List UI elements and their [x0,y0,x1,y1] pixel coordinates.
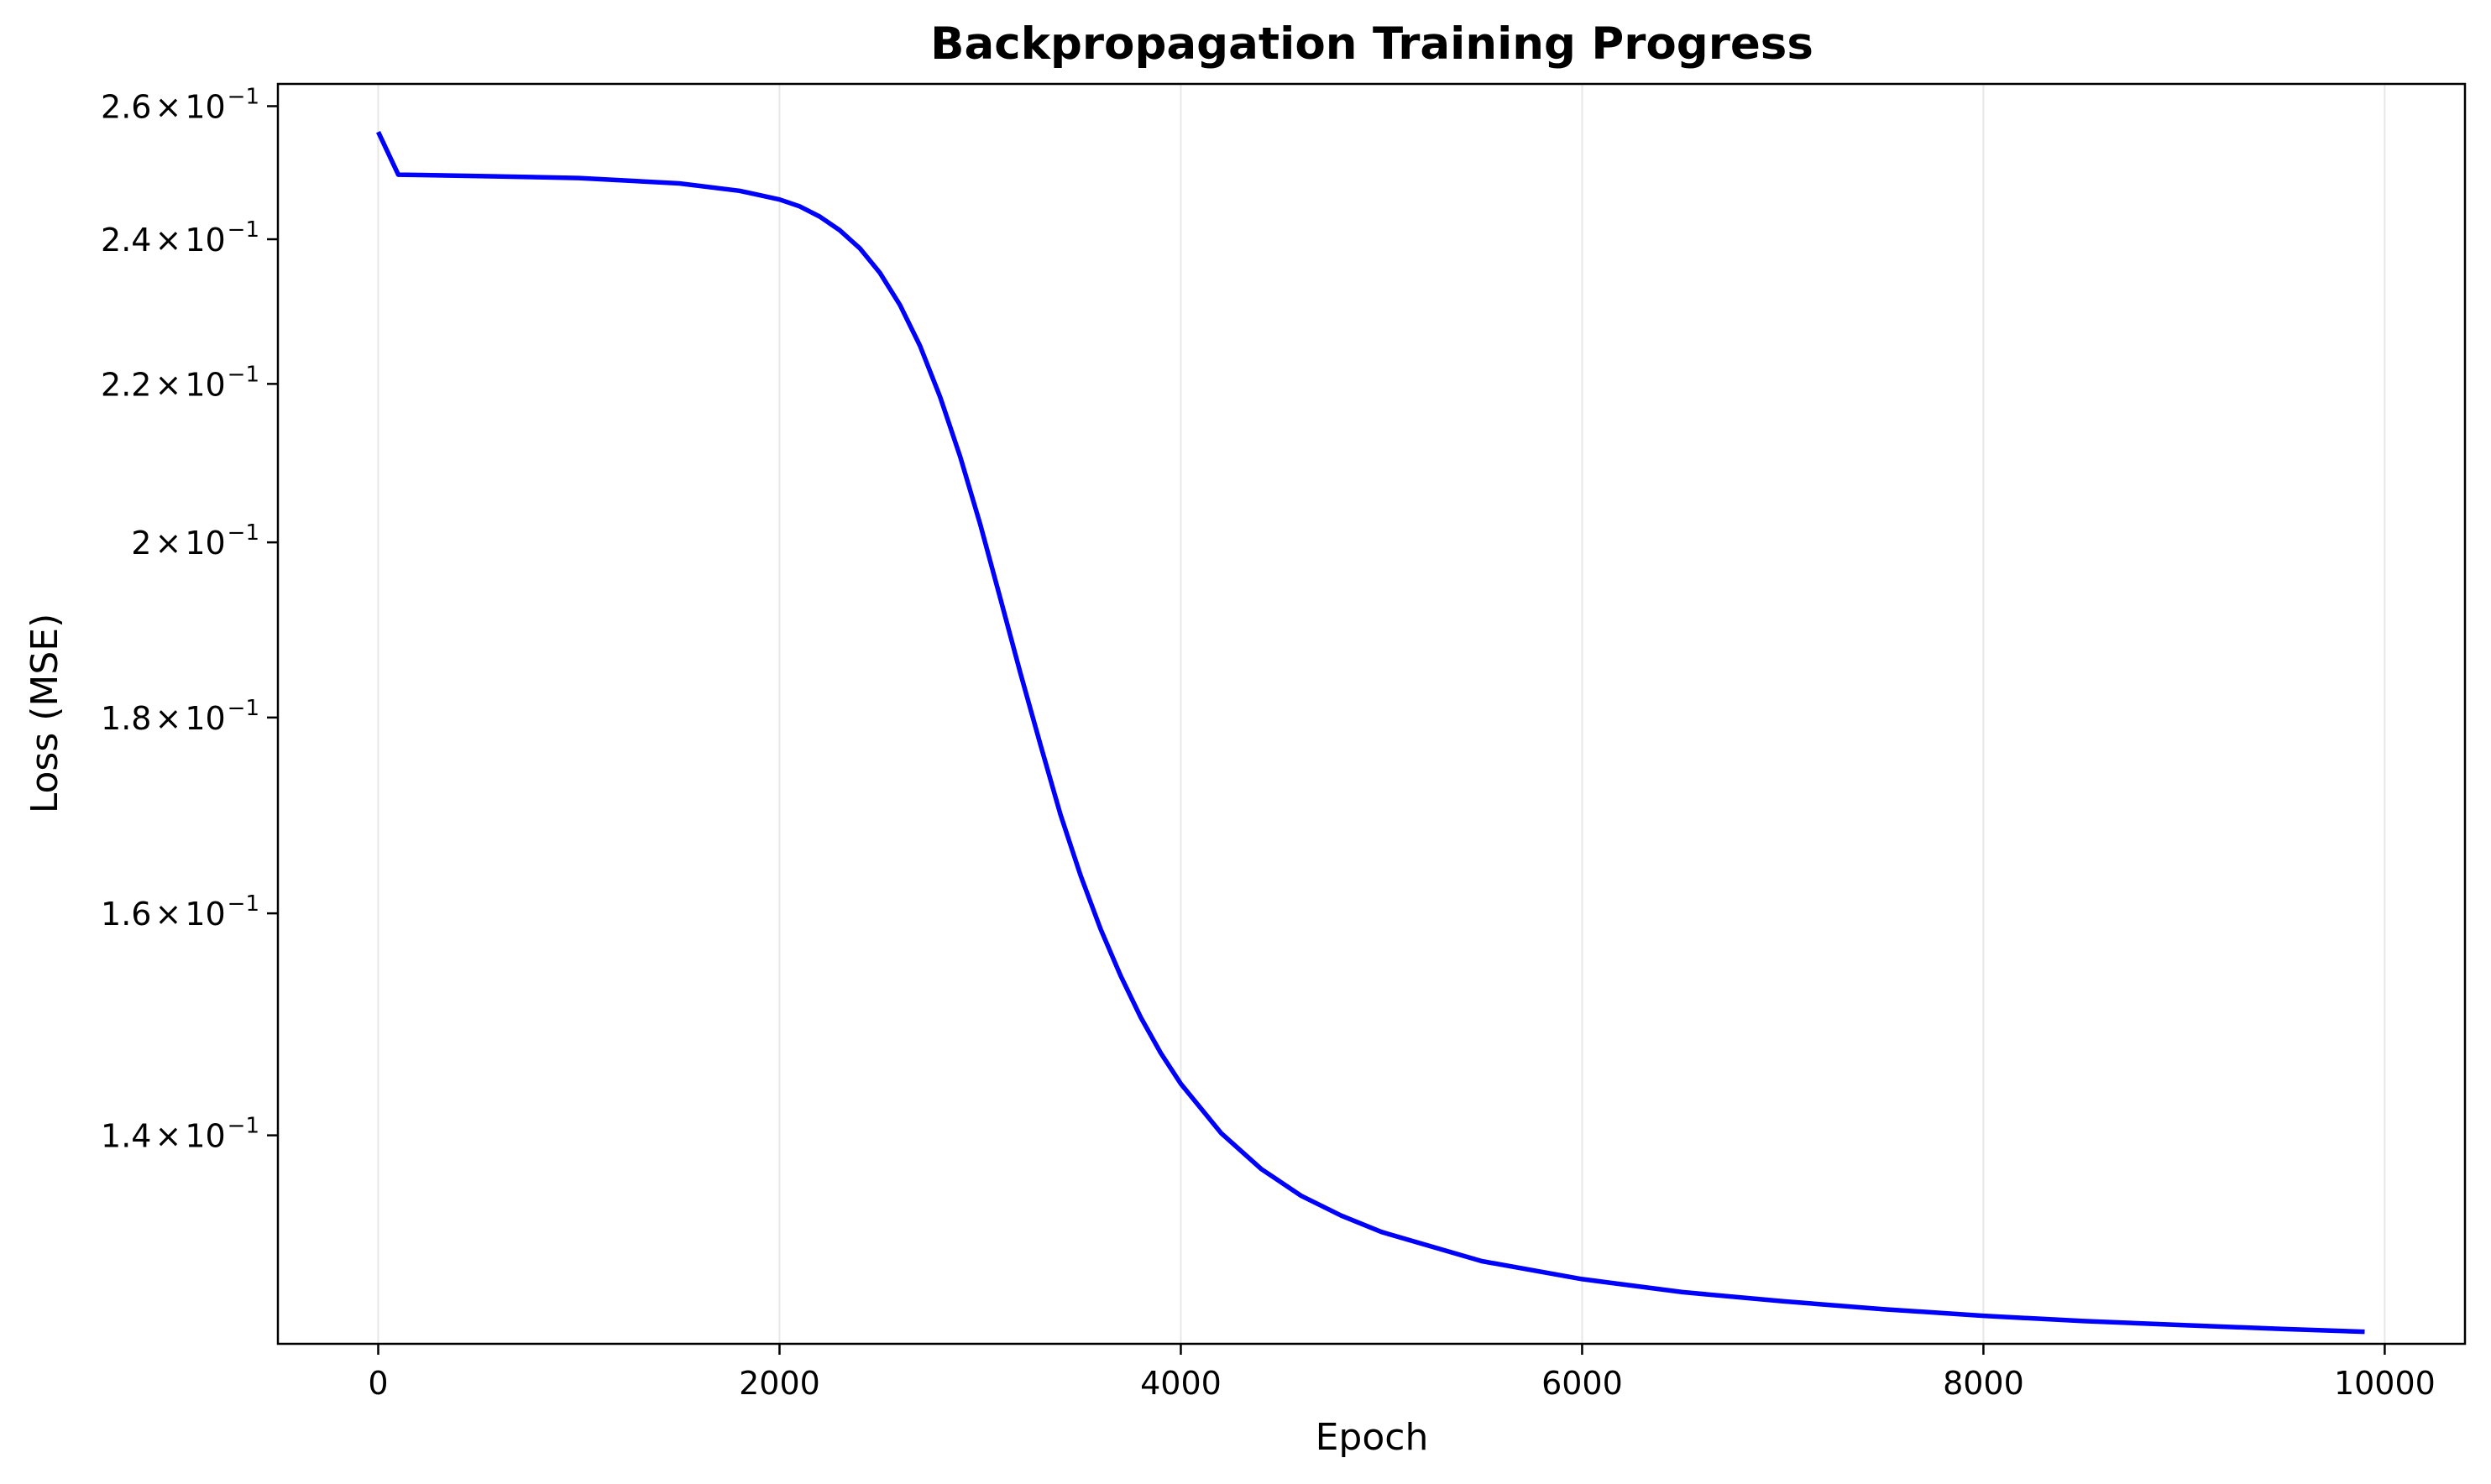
x-tick-label: 6000 [1541,1365,1623,1402]
y-tick-label: 2.2 × 10−1 [101,362,259,403]
y-tick-exponent: −1 [228,696,259,721]
y-tick-label: 1.8 × 10−1 [101,696,259,737]
x-tick-label: 4000 [1140,1365,1222,1402]
y-tick-label: 2.6 × 10−1 [101,84,259,125]
y-tick-base: 10 [185,896,225,933]
y-tick-times: × [154,366,181,403]
y-tick-base: 10 [185,366,225,403]
x-axis-label: Epoch [1316,1416,1429,1459]
y-tick-mantissa: 1.8 [101,700,151,737]
y-axis-ticks: 1.4 × 10−11.6 × 10−11.8 × 10−12 × 10−12.2 × 10−12.… [101,84,278,1155]
series-line [376,131,2365,1335]
y-tick-exponent: −1 [228,891,259,917]
y-tick-base: 10 [185,525,225,562]
y-tick-mantissa: 2 [131,525,151,562]
y-tick-label: 2.4 × 10−1 [101,217,259,259]
x-tick-label: 2000 [739,1365,820,1402]
y-tick-times: × [154,700,181,737]
y-tick-exponent: −1 [228,1114,259,1139]
chart-title: Backpropagation Training Progress [930,18,1813,70]
y-tick-label: 2 × 10−1 [131,520,259,562]
y-tick-times: × [154,88,181,125]
y-tick-mantissa: 1.6 [101,896,151,933]
y-tick-exponent: −1 [228,217,259,243]
x-tick-label: 0 [368,1365,388,1402]
y-tick-base: 10 [185,700,225,737]
y-tick-times: × [154,525,181,562]
y-tick-mantissa: 2.6 [101,88,151,125]
y-tick-times: × [154,1118,181,1155]
y-tick-label: 1.4 × 10−1 [101,1114,259,1155]
y-tick-exponent: −1 [228,84,259,109]
y-axis-label: Loss (MSE) [24,614,66,814]
x-axis-ticks: 0 2000 4000 6000 8000 10000 [368,1344,2436,1402]
y-tick-times: × [154,896,181,933]
y-tick-mantissa: 2.2 [101,366,151,403]
y-tick-times: × [154,222,181,259]
x-tick-label: 8000 [1943,1365,2024,1402]
plot-frame [276,82,2467,1346]
y-tick-mantissa: 1.4 [101,1118,151,1155]
y-tick-exponent: −1 [228,362,259,387]
y-tick-base: 10 [185,1118,225,1155]
series-layer [376,131,2365,1335]
y-tick-exponent: −1 [228,520,259,546]
y-tick-label: 1.6 × 10−1 [101,891,259,933]
y-tick-base: 10 [185,222,225,259]
x-tick-label: 10000 [2334,1365,2436,1402]
y-tick-base: 10 [185,88,225,125]
y-tick-mantissa: 2.4 [101,222,151,259]
grid [377,84,2386,1344]
